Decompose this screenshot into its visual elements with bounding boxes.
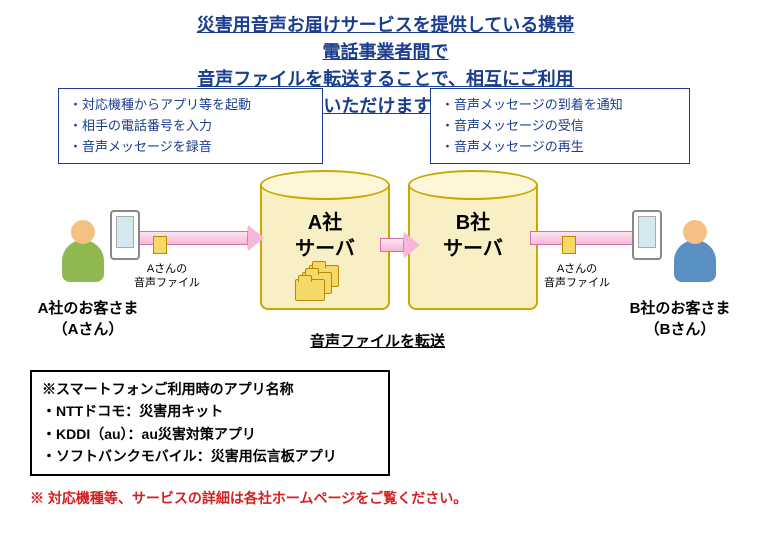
footer-note: ※ 対応機種等、サービスの詳細は各社ホームページをご覧ください。 xyxy=(30,488,467,508)
person-b-icon xyxy=(670,220,720,282)
app-names-box: ※スマートフォンご利用時のアプリ名称 ・NTTドコモ：災害用キット ・KDDI（… xyxy=(30,370,390,476)
customer-b-label: B社のお客さま （Bさん） xyxy=(620,298,740,340)
voice-file-a-label: Aさんの 音声ファイル xyxy=(132,262,202,291)
voice-file-b-label: Aさんの 音声ファイル xyxy=(542,262,612,291)
voice-file-a-icon xyxy=(153,236,167,254)
app-kddi: ・KDDI（au）：au災害対策アプリ xyxy=(42,423,378,445)
app-box-title: ※スマートフォンご利用時のアプリ名称 xyxy=(42,378,378,400)
sender-steps-box: ・対応機種からアプリ等を起動 ・相手の電話番号を入力 ・音声メッセージを録音 xyxy=(58,88,323,164)
sender-step-3: ・音声メッセージを録音 xyxy=(69,137,312,158)
app-softbank: ・ソフトバンクモバイル：災害用伝言板アプリ xyxy=(42,445,378,467)
phone-b-icon xyxy=(632,210,662,260)
receiver-step-3: ・音声メッセージの再生 xyxy=(441,137,679,158)
sender-step-2: ・相手の電話番号を入力 xyxy=(69,116,312,137)
receiver-step-2: ・音声メッセージの受信 xyxy=(441,116,679,137)
folder-icon xyxy=(295,265,340,305)
transfer-label: 音声ファイルを転送 xyxy=(310,330,445,351)
arrow-server-a-to-b xyxy=(380,232,420,258)
server-a-label: A社 サーバ xyxy=(260,210,390,262)
customer-a-label: A社のお客さま （Aさん） xyxy=(28,298,148,340)
server-b-label: B社 サーバ xyxy=(408,210,538,262)
server-b: B社 サーバ xyxy=(408,170,538,310)
sender-step-1: ・対応機種からアプリ等を起動 xyxy=(69,95,312,116)
person-a-icon xyxy=(58,220,108,282)
phone-a-icon xyxy=(110,210,140,260)
receiver-step-1: ・音声メッセージの到着を通知 xyxy=(441,95,679,116)
receiver-steps-box: ・音声メッセージの到着を通知 ・音声メッセージの受信 ・音声メッセージの再生 xyxy=(430,88,690,164)
voice-file-b-icon xyxy=(562,236,576,254)
app-docomo: ・NTTドコモ：災害用キット xyxy=(42,400,378,422)
title-line-1: 災害用音声お届けサービスを提供している携帯電話事業者間で xyxy=(197,15,574,62)
